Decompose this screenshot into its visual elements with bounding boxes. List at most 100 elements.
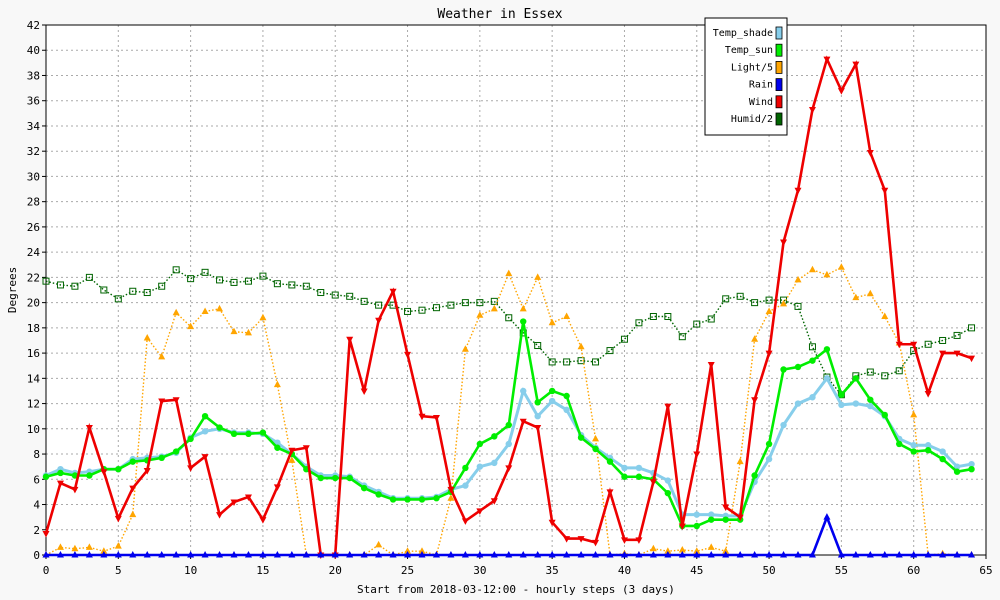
legend-swatch [775, 26, 783, 40]
x-tick-label: 25 [401, 564, 414, 577]
data-point [563, 358, 571, 366]
data-point [259, 551, 267, 558]
data-point [201, 551, 209, 558]
data-point [230, 327, 238, 335]
data-point [924, 390, 932, 398]
data-point [158, 551, 166, 558]
data-point [375, 540, 383, 548]
data-point [838, 401, 845, 409]
data-point [346, 474, 353, 482]
x-tick-label: 60 [907, 564, 920, 577]
data-point [432, 304, 440, 312]
data-point [635, 464, 643, 472]
data-point [462, 482, 469, 489]
data-point [158, 398, 166, 406]
y-tick-label: 6 [33, 473, 40, 486]
legend-swatch [775, 43, 783, 57]
data-point [143, 333, 151, 341]
data-point [809, 357, 816, 364]
data-point [910, 551, 918, 558]
data-point [577, 434, 585, 441]
data-point [794, 551, 802, 558]
data-point [765, 350, 773, 358]
data-point [115, 465, 122, 473]
data-point [114, 551, 122, 558]
data-point [838, 391, 845, 398]
data-point [548, 358, 556, 366]
data-point [548, 397, 556, 405]
data-point [664, 551, 672, 558]
data-point [519, 551, 527, 558]
data-point [114, 542, 122, 549]
data-point [389, 551, 397, 558]
data-point [939, 448, 946, 455]
data-point [129, 458, 136, 465]
data-point [432, 551, 440, 558]
series-layer [42, 55, 976, 559]
data-point [418, 413, 426, 421]
data-point [866, 149, 874, 157]
data-point [389, 288, 397, 296]
data-point [216, 512, 224, 519]
data-point [693, 451, 701, 459]
data-point [404, 496, 411, 503]
y-tick-label: 30 [27, 170, 40, 183]
x-tick-label: 20 [329, 564, 342, 577]
data-point [389, 496, 397, 503]
y-tick-label: 36 [27, 95, 40, 108]
data-point [404, 547, 412, 554]
data-point [85, 425, 93, 432]
data-point [939, 551, 947, 558]
data-point [867, 402, 874, 410]
data-point [505, 269, 513, 277]
data-point [592, 358, 600, 366]
data-point [172, 308, 180, 316]
data-point [924, 447, 932, 454]
data-point [172, 551, 180, 558]
data-point [187, 551, 195, 558]
data-point [881, 312, 889, 319]
data-point [418, 547, 426, 554]
data-point [664, 489, 672, 497]
data-point [187, 465, 195, 472]
y-tick-label: 24 [27, 246, 41, 259]
data-point [216, 551, 224, 558]
data-point [664, 547, 672, 554]
data-point [418, 306, 426, 314]
data-point [866, 289, 874, 297]
data-point [924, 340, 932, 348]
data-point [708, 516, 715, 523]
data-point [418, 551, 426, 558]
data-point [230, 430, 238, 438]
data-point [274, 444, 281, 451]
data-point [216, 424, 223, 431]
data-point [939, 336, 947, 344]
data-point [143, 289, 151, 297]
data-point [765, 551, 773, 558]
data-point [606, 489, 614, 496]
data-point [592, 445, 599, 453]
y-tick-label: 0 [33, 549, 40, 562]
data-point [881, 551, 889, 558]
series-humid-2 [42, 266, 976, 399]
data-point [794, 302, 802, 310]
data-point [288, 447, 296, 455]
data-point [447, 301, 455, 309]
data-point [722, 551, 730, 558]
x-tick-label: 40 [618, 564, 631, 577]
data-point [621, 464, 628, 472]
data-point [317, 551, 325, 558]
data-point [693, 511, 700, 518]
legend-label: Humid/2 [731, 114, 773, 125]
data-point [302, 551, 310, 558]
data-point [736, 551, 744, 558]
data-point [201, 412, 209, 420]
data-point [129, 287, 137, 295]
data-point [85, 543, 93, 550]
data-point [548, 551, 556, 558]
data-point [100, 551, 108, 558]
data-point [837, 551, 845, 558]
data-point [577, 357, 585, 365]
y-tick-label: 18 [27, 322, 40, 335]
data-point [866, 368, 874, 376]
